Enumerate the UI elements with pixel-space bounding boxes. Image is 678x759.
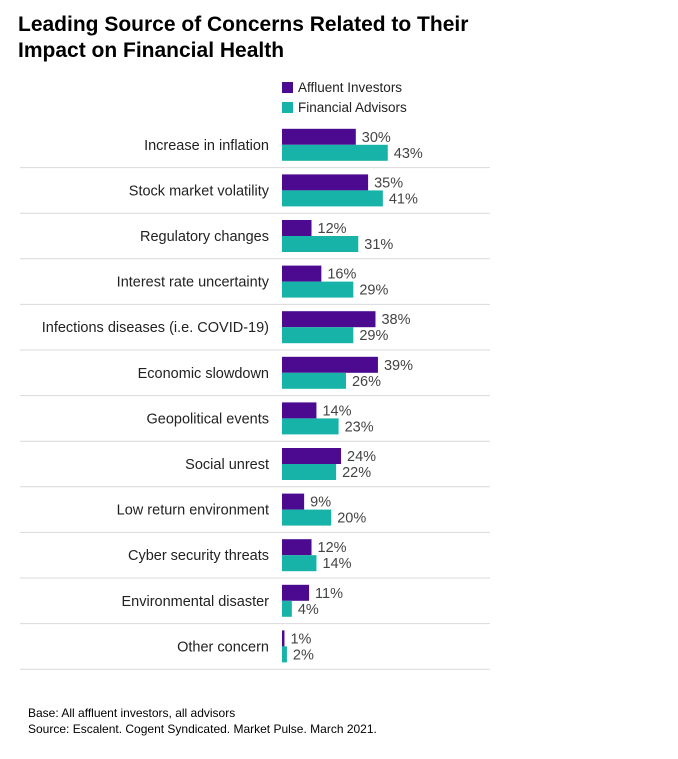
value-label-financial-advisors-stock-market-volatility: 41% [389,191,418,207]
bar-financial-advisors-regulatory-changes [282,236,359,252]
value-label-affluent-investors-cyber-security-threats: 12% [318,540,347,556]
value-label-affluent-investors-environmental-disaster: 11% [315,586,343,602]
category-label-stock-market-volatility: Stock market volatility [129,183,270,199]
value-label-affluent-investors-increase-in-inflation: 30% [362,130,391,146]
footnote-base: Base: All affluent investors, all adviso… [28,706,236,720]
bar-financial-advisors-interest-rate-uncertainty [282,281,354,298]
value-label-financial-advisors-environmental-disaster: 4% [298,602,319,618]
bar-affluent-investors-geopolitical-events [282,402,317,419]
value-label-affluent-investors-geopolitical-events: 14% [322,403,351,419]
value-label-affluent-investors-interest-rate-uncertainty: 16% [327,267,356,283]
bar-financial-advisors-economic-slowdown [282,372,346,389]
value-label-financial-advisors-geopolitical-events: 23% [345,419,374,435]
legend-label-affluent-investors: Affluent Investors [298,79,403,95]
value-label-financial-advisors-regulatory-changes: 31% [364,237,393,253]
bar-financial-advisors-cyber-security-threats [282,555,317,572]
footnote: Base: All affluent investors, all adviso… [28,705,377,737]
value-label-financial-advisors-low-return-environment: 20% [337,511,366,527]
bar-affluent-investors-other-concern [282,630,285,647]
bar-financial-advisors-geopolitical-events [282,418,339,435]
category-label-low-return-environment: Low return environment [117,503,269,519]
category-label-geopolitical-events: Geopolitical events [146,411,269,427]
category-label-cyber-security-threats: Cyber security threats [128,548,269,564]
value-label-financial-advisors-cyber-security-threats: 14% [322,556,351,572]
bar-financial-advisors-low-return-environment [282,509,332,526]
legend-swatch-financial-advisors [282,101,293,113]
legend-label-financial-advisors: Financial Advisors [298,99,407,115]
legend-item-financial-advisors: Financial Advisors [282,97,407,117]
value-label-affluent-investors-stock-market-volatility: 35% [374,175,403,191]
category-label-interest-rate-uncertainty: Interest rate uncertainty [117,275,270,291]
chart-title-line-1: Leading Source of Concerns Related to Th… [18,13,469,36]
value-label-financial-advisors-other-concern: 2% [293,647,314,663]
bar-affluent-investors-regulatory-changes [282,220,312,236]
value-label-financial-advisors-social-unrest: 22% [342,465,371,481]
legend-item-affluent-investors: Affluent Investors [282,77,407,97]
value-label-affluent-investors-infections-diseases-i-e-covid-19: 38% [381,312,410,328]
category-label-environmental-disaster: Environmental disaster [122,594,270,610]
value-label-affluent-investors-low-return-environment: 9% [310,495,331,511]
value-label-affluent-investors-economic-slowdown: 39% [384,358,413,374]
legend-swatch-affluent-investors [282,81,293,93]
chart-title: Leading Source of Concerns Related to Th… [18,12,638,64]
bar-affluent-investors-infections-diseases-i-e-covid-19 [282,311,376,328]
bar-financial-advisors-social-unrest [282,464,337,480]
value-label-affluent-investors-other-concern: 1% [290,631,311,647]
bar-financial-advisors-infections-diseases-i-e-covid-19 [282,327,354,344]
bar-affluent-investors-stock-market-volatility [282,174,369,191]
bar-affluent-investors-economic-slowdown [282,356,378,373]
bar-financial-advisors-environmental-disaster [282,600,292,617]
bar-affluent-investors-low-return-environment [282,493,305,510]
value-label-affluent-investors-regulatory-changes: 12% [318,221,347,237]
footnote-source: Source: Escalent. Cogent Syndicated. Mar… [28,722,377,736]
category-label-social-unrest: Social unrest [185,457,269,473]
bar-financial-advisors-increase-in-inflation [282,144,388,161]
bar-affluent-investors-social-unrest [282,448,342,464]
chart-legend: Affluent Investors Financial Advisors [282,77,407,117]
category-label-other-concern: Other concern [177,639,269,655]
category-label-economic-slowdown: Economic slowdown [138,366,269,382]
bar-affluent-investors-cyber-security-threats [282,539,312,556]
chart-title-line-2: Impact on Financial Health [18,39,285,62]
bar-affluent-investors-environmental-disaster [282,584,310,601]
value-label-financial-advisors-infections-diseases-i-e-covid-19: 29% [359,328,388,344]
category-label-infections-diseases-i-e-covid-19: Infections diseases (i.e. COVID-19) [42,320,269,336]
value-label-financial-advisors-economic-slowdown: 26% [352,374,381,390]
bar-financial-advisors-other-concern [282,646,287,663]
category-label-increase-in-inflation: Increase in inflation [144,138,269,154]
category-label-regulatory-changes: Regulatory changes [140,229,269,245]
value-label-financial-advisors-interest-rate-uncertainty: 29% [359,283,388,299]
bar-affluent-investors-increase-in-inflation [282,128,356,145]
bar-financial-advisors-stock-market-volatility [282,190,383,207]
value-label-financial-advisors-increase-in-inflation: 43% [394,146,423,162]
bar-chart-plot: Increase in inflation 30%43% Stock market … [20,128,490,670]
bar-affluent-investors-interest-rate-uncertainty [282,265,322,282]
value-label-affluent-investors-social-unrest: 24% [347,449,376,465]
